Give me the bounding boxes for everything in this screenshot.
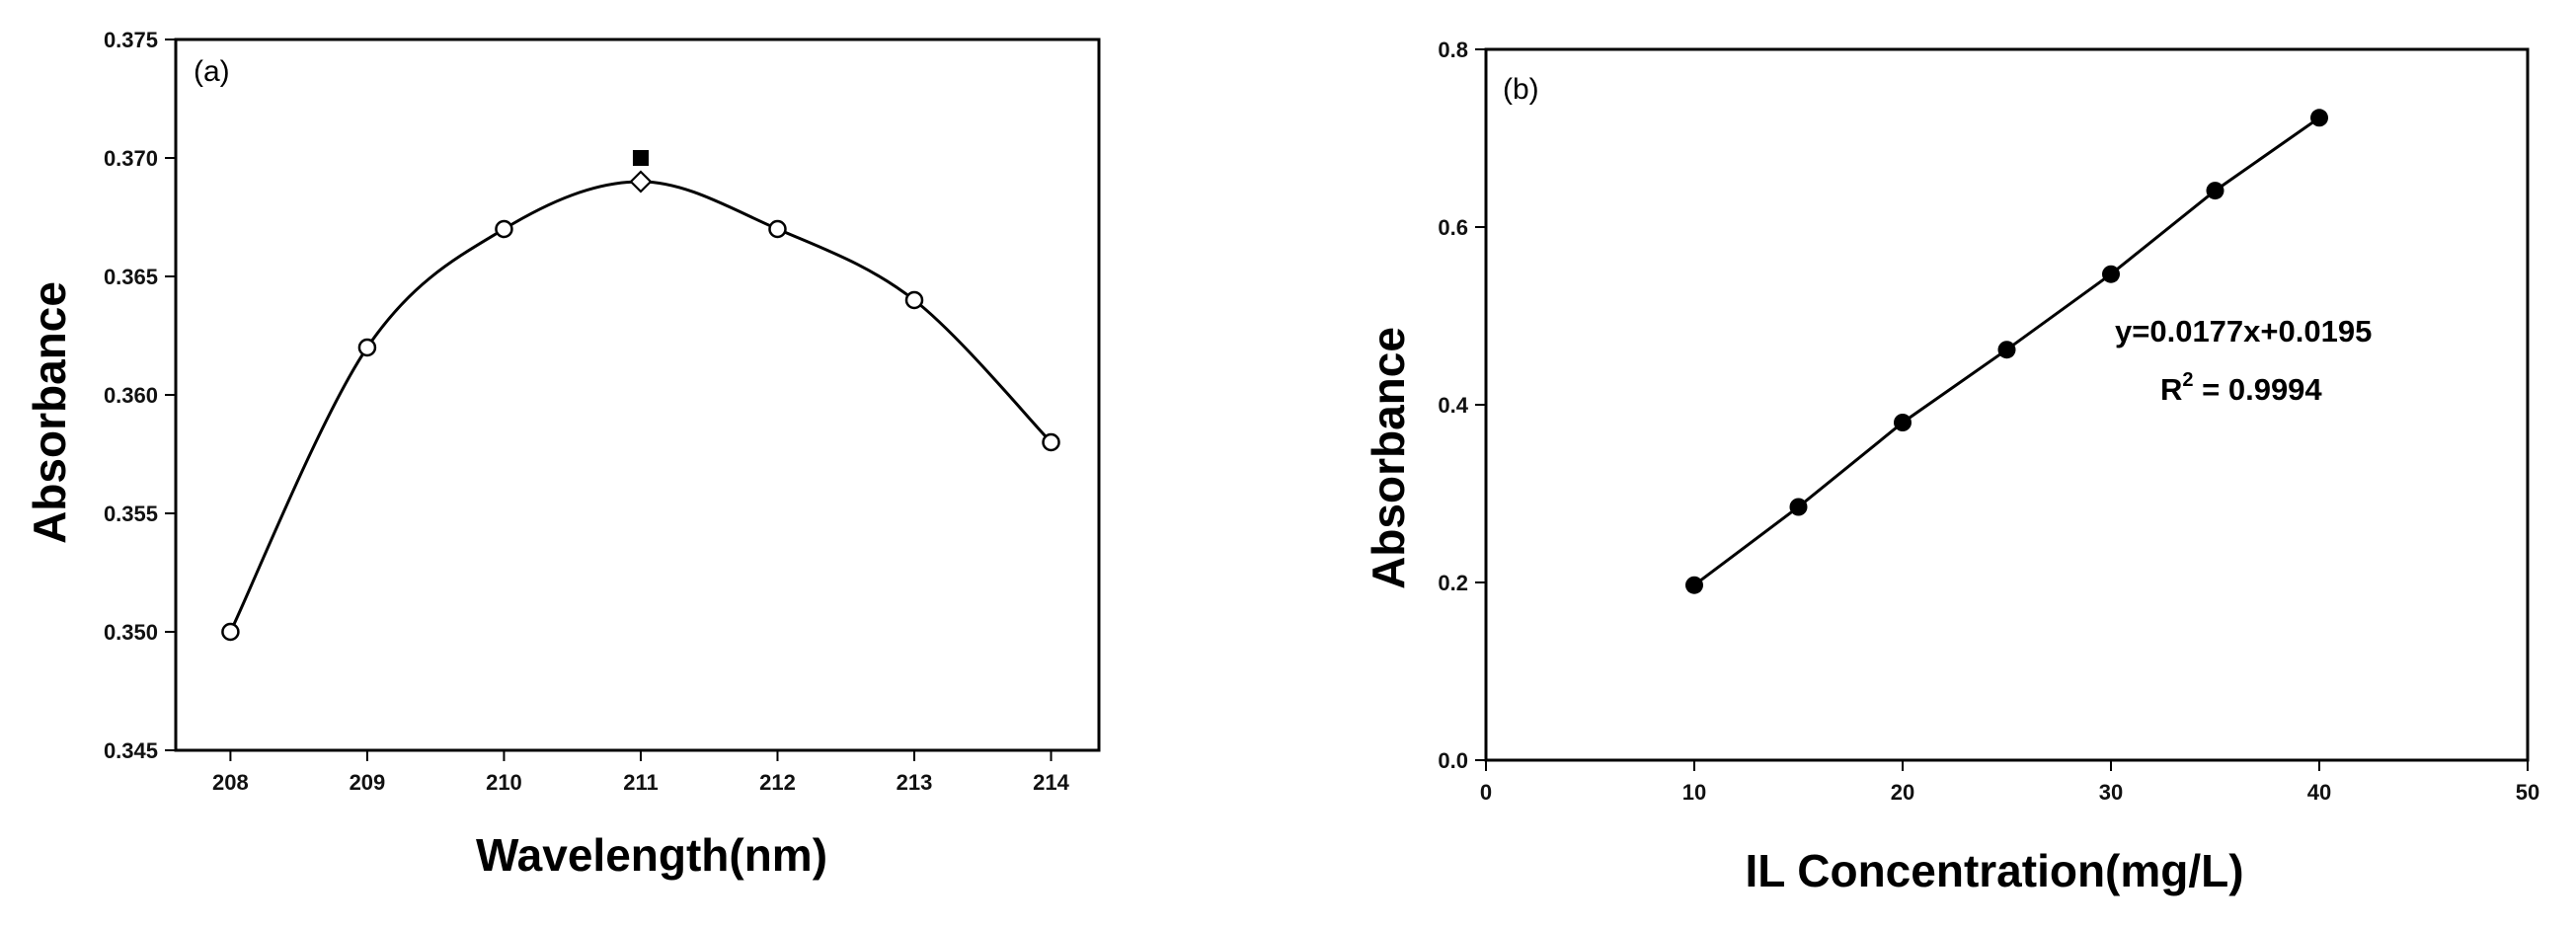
y-tick-label: 0.4 bbox=[1438, 393, 1468, 418]
data-point-open-circle bbox=[357, 338, 377, 357]
x-tick-label: 208 bbox=[212, 770, 249, 795]
y-tick-label: 0.360 bbox=[104, 383, 158, 408]
data-points bbox=[221, 150, 1060, 642]
x-tick-label: 30 bbox=[2099, 780, 2123, 805]
data-point-filled-circle bbox=[1685, 576, 1703, 594]
x-tick-label: 50 bbox=[2516, 780, 2539, 805]
x-tick-label: 209 bbox=[350, 770, 386, 795]
x-tick-label: 40 bbox=[2307, 780, 2331, 805]
panel-label: (b) bbox=[1503, 73, 1539, 106]
y-tick-label: 0.350 bbox=[104, 620, 158, 645]
r-squared-value: = 0.9994 bbox=[2194, 372, 2323, 407]
y-tick-label: 0.365 bbox=[104, 265, 158, 289]
y-tick-label: 0.2 bbox=[1438, 571, 1468, 595]
r-squared-superscript: 2 bbox=[2182, 369, 2193, 391]
r-squared-prefix: R bbox=[2160, 372, 2182, 407]
chart-panel-b: 0 10 20 30 40 50 0.0 0.2 0.4 0.6 0.8 (b) y=0.0177… bbox=[1363, 38, 2539, 896]
y-axis-ticks: 0.345 0.350 0.355 0.360 0.365 0.370 0.375 bbox=[104, 28, 176, 763]
y-tick-label: 0.0 bbox=[1438, 748, 1468, 773]
x-tick-label: 20 bbox=[1891, 780, 1914, 805]
y-axis-title: Absorbance bbox=[1363, 327, 1414, 589]
data-point-open-circle bbox=[904, 290, 924, 310]
data-point-open-diamond bbox=[629, 170, 653, 193]
x-tick-label: 10 bbox=[1682, 780, 1706, 805]
data-point-filled-circle bbox=[2206, 182, 2225, 200]
x-tick-label: 214 bbox=[1033, 770, 1069, 795]
y-tick-label: 0.370 bbox=[104, 146, 158, 171]
data-points bbox=[1685, 109, 2328, 594]
fit-curve bbox=[229, 180, 1053, 633]
data-point-filled-square bbox=[632, 150, 649, 166]
plot-frame bbox=[1484, 47, 2530, 762]
y-tick-label: 0.6 bbox=[1438, 215, 1468, 240]
chart-panel-a: 208 209 210 211 212 213 214 0.3450.3500.3550.3… bbox=[24, 28, 1101, 881]
x-tick-label: 210 bbox=[486, 770, 522, 795]
r-squared-label: R2 = 0.9994 bbox=[2160, 369, 2322, 407]
x-tick-label: 213 bbox=[897, 770, 933, 795]
data-point-open-circle bbox=[495, 219, 513, 239]
x-axis-ticks: 0 10 20 30 40 50 bbox=[1480, 760, 2539, 805]
x-axis-ticks: 208 209 210 211 212 213 214 bbox=[212, 750, 1070, 795]
data-point-open-circle bbox=[221, 622, 240, 642]
panel-label: (a) bbox=[194, 55, 230, 88]
data-point-filled-circle bbox=[1894, 414, 1912, 431]
data-point-filled-circle bbox=[1789, 498, 1808, 516]
y-axis-title: Absorbance bbox=[24, 281, 75, 544]
x-tick-label: 212 bbox=[759, 770, 796, 795]
x-tick-label: 211 bbox=[623, 770, 659, 795]
regression-equation: y=0.0177x+0.0195 bbox=[2115, 314, 2372, 348]
y-axis-ticks: 0.0 0.2 0.4 0.6 0.8 bbox=[1438, 38, 1486, 773]
x-tick-label: 0 bbox=[1480, 780, 1492, 805]
x-axis-title: IL Concentration(mg/L) bbox=[1745, 845, 2243, 896]
data-point-open-circle bbox=[768, 219, 787, 239]
x-axis-title: Wavelength(nm) bbox=[476, 829, 827, 881]
data-point-filled-circle bbox=[2310, 109, 2328, 127]
y-tick-label: 0.375 bbox=[104, 28, 158, 52]
data-point-filled-circle bbox=[2102, 265, 2120, 283]
plot-frame bbox=[174, 38, 1101, 752]
y-tick-label: 0.355 bbox=[104, 502, 158, 526]
data-point-open-circle bbox=[1042, 432, 1060, 452]
y-tick-label: 0.8 bbox=[1438, 38, 1468, 62]
y-tick-label: 0.345 bbox=[104, 738, 158, 763]
data-point-filled-circle bbox=[1997, 341, 2016, 359]
